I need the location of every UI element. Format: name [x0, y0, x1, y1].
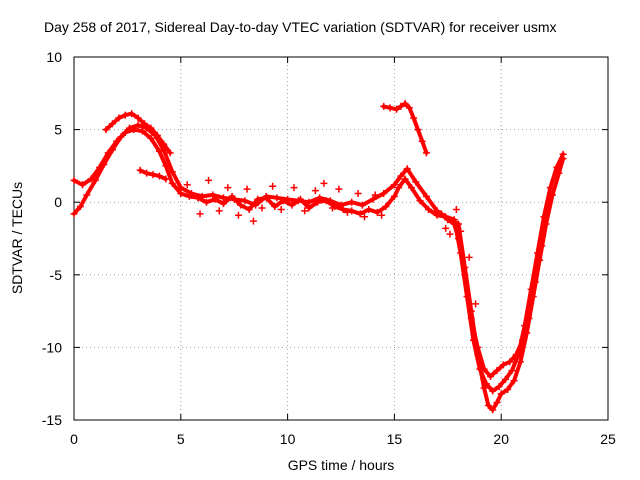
data-point	[269, 182, 277, 190]
chart-title: Day 258 of 2017, Sidereal Day-to-day VTE…	[44, 19, 557, 35]
data-point	[277, 205, 285, 213]
series-track-e	[380, 99, 430, 157]
grid-lines	[74, 57, 608, 420]
data-point	[465, 253, 473, 261]
data-point	[196, 210, 204, 218]
data-point	[234, 211, 242, 219]
y-tick-label: 0	[54, 194, 62, 210]
y-tick-label: -10	[42, 339, 62, 355]
data-point	[457, 227, 465, 235]
x-tick-label: 15	[387, 431, 403, 447]
data-point	[301, 207, 309, 215]
series-track-a	[70, 121, 567, 414]
series-track	[439, 211, 544, 379]
plot-frame	[73, 56, 609, 421]
series-track-b	[70, 126, 567, 395]
y-tick-label: -15	[42, 412, 62, 428]
data-marks	[70, 99, 567, 414]
data-point	[354, 189, 362, 197]
series-track	[381, 101, 429, 155]
data-point	[243, 185, 251, 193]
data-point	[183, 181, 191, 189]
data-point	[335, 185, 343, 193]
series-track	[72, 123, 566, 412]
data-point	[472, 300, 480, 308]
data-point	[371, 191, 379, 199]
x-tick-label: 0	[70, 431, 78, 447]
series-track-f	[437, 210, 546, 380]
series-track-d	[136, 166, 170, 183]
data-point	[320, 179, 328, 187]
data-point	[311, 187, 319, 195]
y-axis-label: SDTVAR / TECUs	[9, 182, 25, 294]
data-point	[446, 230, 454, 238]
x-tick-label: 5	[177, 431, 185, 447]
series-scatter-noise	[183, 176, 480, 308]
y-tick-label: 5	[54, 122, 62, 138]
axis-ticks: 0 5 10 15 20 25 -15 -10 -5 0 5 10	[42, 49, 616, 447]
data-point	[215, 207, 223, 215]
data-point	[328, 204, 336, 212]
data-point	[224, 184, 232, 192]
x-tick-label: 10	[280, 431, 296, 447]
x-tick-label: 25	[600, 431, 616, 447]
x-axis-label: GPS time / hours	[288, 457, 395, 473]
series-track	[72, 127, 566, 393]
y-tick-label: -5	[50, 267, 63, 283]
series-track-c	[102, 110, 174, 157]
data-point	[378, 211, 386, 219]
series-track	[104, 111, 173, 155]
data-point	[258, 204, 266, 212]
data-point	[249, 217, 257, 225]
data-point	[442, 224, 450, 232]
data-point	[360, 213, 368, 221]
data-point	[343, 208, 351, 216]
data-point	[452, 205, 460, 213]
data-point	[290, 184, 298, 192]
series-track	[138, 168, 168, 181]
data-point	[205, 176, 213, 184]
x-tick-label: 20	[493, 431, 509, 447]
y-tick-label: 10	[46, 49, 62, 65]
